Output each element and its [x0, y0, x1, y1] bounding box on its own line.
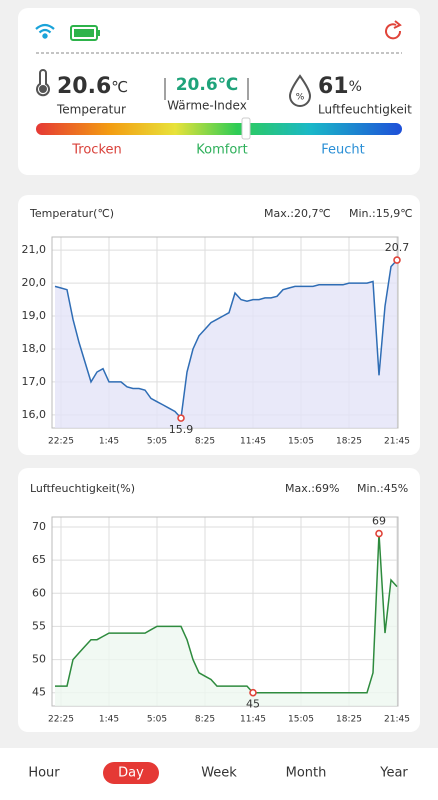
line	[55, 533, 398, 694]
line	[54, 259, 398, 420]
extreme-marker	[393, 256, 401, 264]
x-tick-label: 21:45	[384, 715, 410, 725]
heat-index-value: 20.6℃	[176, 75, 239, 95]
tab[interactable]: Month	[286, 766, 327, 781]
refresh-button[interactable]	[385, 20, 402, 40]
temperature-value: 20.6℃	[57, 74, 128, 99]
extreme-marker	[249, 688, 257, 697]
tab-label[interactable]: Hour	[28, 766, 60, 781]
x-tick-label: 18:25	[336, 437, 362, 447]
x-tick-label: 22:25	[48, 437, 74, 447]
y-tick-label: 17,0	[22, 375, 47, 388]
y-tick-label: 65	[32, 553, 46, 566]
heat-index-label: Wärme-Index	[167, 99, 247, 113]
min-label: Min.:45%	[357, 482, 408, 495]
y-tick-label: 16,0	[22, 408, 47, 421]
value-label: 45	[246, 698, 260, 711]
value-label: 69	[372, 515, 386, 528]
chart-title: Luftfeuchtigkeit(%)	[30, 482, 135, 495]
x-tick-label: 11:45	[240, 715, 266, 725]
chart-title: Temperatur(℃)	[29, 207, 114, 220]
tab[interactable]: Hour	[28, 766, 60, 781]
value: 20.6	[57, 74, 111, 99]
y-tick-label: 50	[32, 653, 46, 666]
value: 61	[318, 74, 349, 99]
humidity-label: Luftfeuchtigkeit	[318, 103, 412, 117]
tab-label[interactable]: Day	[118, 766, 144, 781]
area	[55, 260, 397, 428]
temperature-label: Temperatur	[56, 103, 126, 117]
max-label: Max.:69%	[285, 482, 339, 495]
x-tick-label: 15:05	[288, 437, 314, 447]
value-label: 20.7	[385, 241, 410, 254]
tab-label[interactable]: Week	[201, 766, 237, 781]
tab-bar	[0, 748, 438, 800]
y-tick-label: 20,0	[22, 276, 47, 289]
x-tick-label: 18:25	[336, 715, 362, 725]
area	[55, 533, 397, 706]
max-label: Max.:20,7℃	[264, 207, 331, 220]
y-tick-label: 18,0	[22, 342, 47, 355]
x-tick-label: 8:25	[195, 715, 215, 725]
x-tick-label: 1:45	[99, 437, 119, 447]
x-tick-label: 21:45	[384, 437, 410, 447]
comfort-indicator	[241, 117, 251, 140]
extreme-marker	[375, 529, 383, 538]
value-label: 15.9	[169, 423, 194, 436]
x-tick-label: 11:45	[240, 437, 266, 447]
comfort-label: Trocken	[71, 143, 122, 158]
tab[interactable]: Day	[103, 762, 159, 784]
humidity-value: 61%	[318, 74, 362, 99]
value: 20.6	[176, 75, 218, 95]
x-tick-label: 15:05	[288, 715, 314, 725]
tab-highlight	[103, 762, 159, 784]
y-tick-label: 45	[32, 686, 46, 699]
extreme-marker	[177, 414, 185, 422]
unit: %	[349, 79, 362, 95]
x-tick-label: 1:45	[99, 715, 119, 725]
tab[interactable]: Year	[379, 766, 408, 781]
x-tick-label: 5:05	[147, 715, 167, 725]
min-label: Min.:15,9℃	[349, 207, 413, 220]
tab-label[interactable]: Year	[379, 766, 408, 781]
y-tick-label: 55	[32, 619, 46, 632]
unit: ℃	[218, 75, 239, 95]
icon-text: %	[296, 93, 305, 103]
y-tick-label: 60	[32, 586, 46, 599]
unit: ℃	[111, 78, 128, 96]
y-tick-label: 19,0	[22, 309, 47, 322]
x-tick-label: 22:25	[48, 715, 74, 725]
tab-label[interactable]: Month	[286, 766, 327, 781]
comfort-label: Feucht	[321, 143, 365, 158]
y-tick-label: 21,0	[22, 243, 47, 256]
y-tick-label: 70	[32, 520, 46, 533]
thermometer-icon	[36, 69, 50, 97]
drop-icon: %	[288, 74, 312, 107]
tab[interactable]: Week	[201, 766, 237, 781]
x-tick-label: 5:05	[147, 437, 167, 447]
x-tick-label: 8:25	[195, 437, 215, 447]
battery-icon	[70, 25, 100, 41]
comfort-label: Komfort	[196, 143, 247, 158]
comfort-bar	[36, 123, 402, 135]
wifi-icon	[35, 23, 55, 39]
